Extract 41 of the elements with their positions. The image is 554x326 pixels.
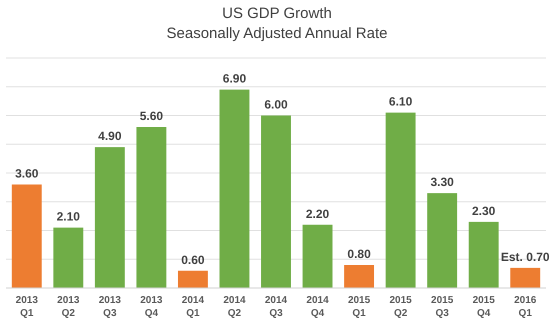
x-tick-label: 2013 Q1 (16, 295, 38, 319)
bar (510, 268, 540, 288)
data-label: 2.30 (472, 204, 496, 218)
x-tick-label: 2014 Q1 (182, 295, 204, 319)
bar (220, 90, 250, 288)
data-label: 6.00 (264, 98, 288, 112)
bar (178, 270, 208, 288)
data-label: 3.30 (430, 175, 454, 190)
x-tick-label: 2013 Q2 (57, 295, 80, 319)
x-tick-label: 2015 Q2 (389, 295, 412, 319)
chart-subtitle: Seasonally Adjusted Annual Rate (166, 25, 388, 42)
x-tick-label: 2014 Q3 (264, 295, 288, 319)
x-tick-label: 2015 Q3 (431, 295, 454, 319)
bar (302, 224, 332, 288)
data-label: 6.10 (388, 94, 413, 109)
bar (136, 127, 166, 288)
data-label: 2.10 (56, 210, 80, 224)
data-label: 6.90 (222, 72, 246, 86)
x-tick-label: 2014 Q2 (223, 295, 246, 319)
x-tick-label: 2015 Q4 (472, 295, 496, 319)
bar (344, 265, 374, 288)
bar (427, 193, 458, 288)
bar (53, 228, 84, 288)
chart-title: US GDP Growth (222, 5, 332, 22)
bar (468, 222, 499, 288)
data-label: 3.60 (15, 166, 39, 180)
data-label: 0.80 (347, 247, 372, 261)
bar (386, 112, 416, 288)
bar (261, 116, 291, 288)
x-tick-label: 2015 Q1 (348, 295, 371, 319)
x-tick-label: 2014 Q4 (306, 295, 330, 319)
bar (12, 184, 42, 288)
data-label: 2.20 (306, 206, 330, 221)
data-label: 0.60 (181, 252, 205, 267)
bar (94, 147, 125, 288)
x-tick-label: 2016 Q1 (514, 295, 537, 319)
x-tick-label: 2013 Q4 (140, 295, 163, 319)
x-tick-label: 2013 Q3 (98, 295, 122, 319)
data-label: 5.60 (140, 109, 164, 123)
data-label: Est. 0.70 (500, 250, 550, 264)
data-label: 4.90 (98, 129, 122, 144)
